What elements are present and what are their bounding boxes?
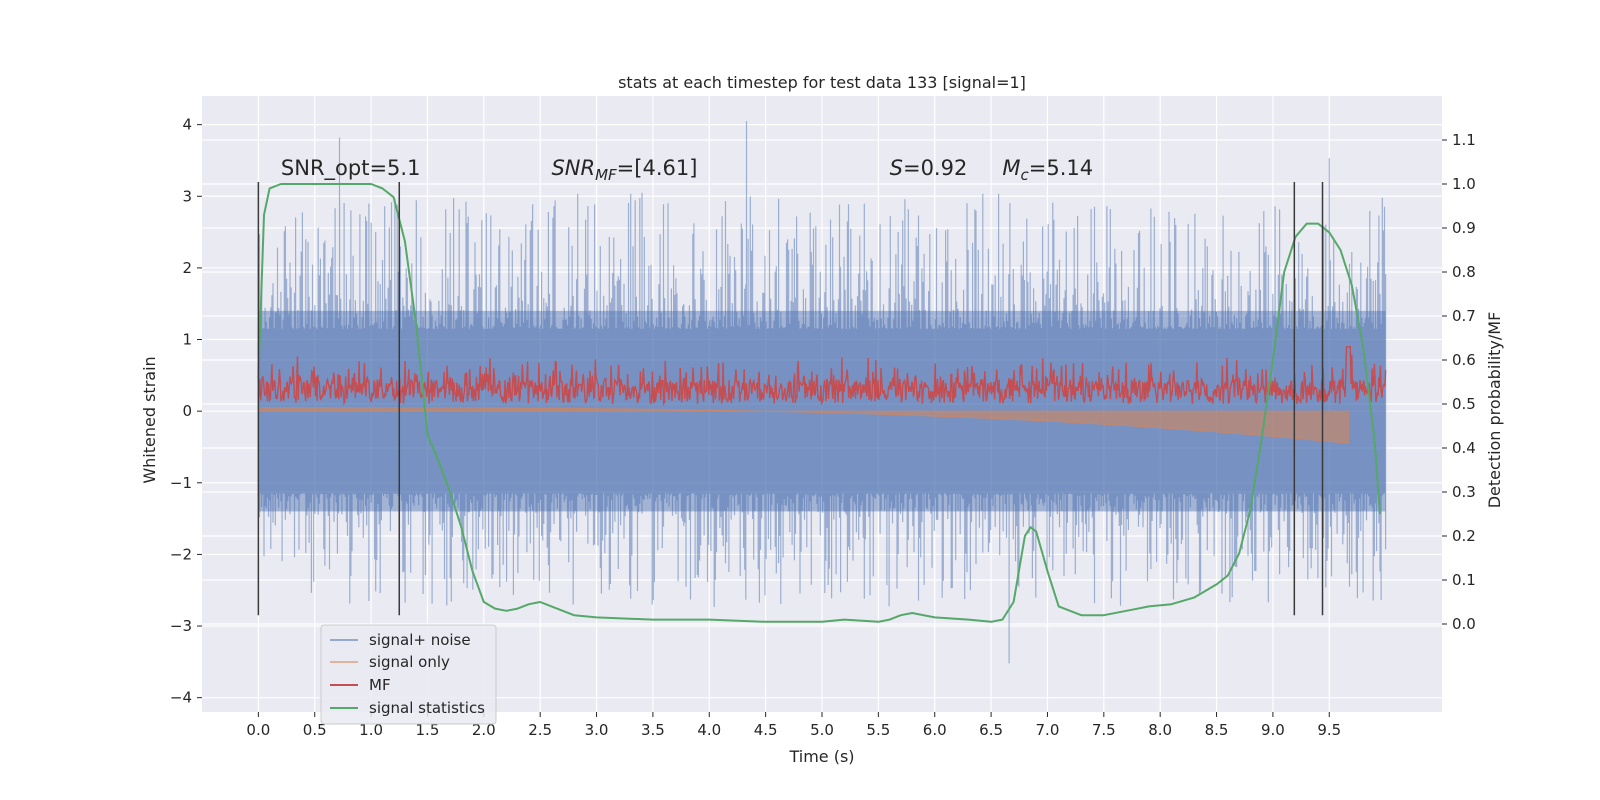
legend: signal+ noise signal only MF signal stat… — [320, 624, 497, 725]
y-tick-label-right: 0.2 — [1452, 527, 1476, 545]
y-tick-label-right: 0.6 — [1452, 351, 1476, 369]
y-tick-label-left: 1 — [182, 331, 192, 349]
x-tick-label: 4.5 — [754, 721, 778, 739]
annotation-text: M — [1002, 156, 1020, 180]
legend-box — [320, 624, 497, 725]
series-signal-only — [257, 407, 1349, 444]
annotation: SNRMF=[4.61] — [551, 156, 697, 184]
y-tick-label-left: −2 — [170, 545, 192, 563]
x-tick-label: 1.5 — [416, 721, 440, 739]
y-tick-label-right: 1.1 — [1452, 131, 1476, 149]
series-mf — [257, 346, 1387, 407]
annotation: Mc=5.14 — [1002, 156, 1093, 184]
y-tick-label-left: 2 — [182, 259, 192, 277]
chart-title: stats at each timestep for test data 133… — [618, 73, 1026, 92]
annotation-value: =[4.61] — [617, 156, 698, 180]
annotation-value: =0.92 — [903, 156, 967, 180]
y-tick-label-right: 0.5 — [1452, 395, 1476, 413]
annotation-subscript: c — [1020, 166, 1029, 184]
x-tick-label: 9.5 — [1317, 721, 1341, 739]
y-tick-label-right: 0.1 — [1452, 571, 1476, 589]
y-tick-label-left: 0 — [182, 402, 192, 420]
y-tick-label-right: 0.0 — [1452, 615, 1476, 633]
x-tick-label: 5.5 — [866, 721, 890, 739]
y-tick-label-right: 0.3 — [1452, 483, 1476, 501]
annotation-value: =5.14 — [1029, 156, 1093, 180]
annotations: SNR_opt=5.1 SNRMF=[4.61] S=0.92 Mc=5.14 — [281, 156, 1093, 184]
x-tick-label: 1.0 — [359, 721, 383, 739]
annotation-text: SNR — [551, 156, 595, 180]
legend-entry-signal-only: signal only — [369, 653, 450, 671]
series-signal-statistics — [257, 183, 1381, 623]
x-tick-label: 2.5 — [528, 721, 552, 739]
x-tick-label: 0.0 — [246, 721, 270, 739]
annotation-text: S — [890, 156, 903, 180]
x-axis-label: Time (s) — [788, 747, 854, 766]
y-tick-label-left: 3 — [182, 187, 192, 205]
x-tick-label: 3.0 — [585, 721, 609, 739]
legend-entry-signal-statistics: signal statistics — [369, 699, 485, 717]
axes: 0.0 0.5 1.0 1.5 2.0 2.5 3.0 3.5 4.0 4.5 5.0 5.5 6.0 6… — [170, 116, 1476, 739]
x-tick-label: 3.5 — [641, 721, 665, 739]
x-tick-label: 6.5 — [979, 721, 1003, 739]
y-tick-label-right: 0.4 — [1452, 439, 1476, 457]
x-tick-label: 8.5 — [1205, 721, 1229, 739]
y-tick-label-left: 4 — [182, 116, 192, 134]
x-tick-label: 7.5 — [1092, 721, 1116, 739]
y-tick-label-left: −3 — [170, 617, 192, 635]
y-tick-label-right: 0.7 — [1452, 307, 1476, 325]
y-tick-label-right: 0.8 — [1452, 263, 1476, 281]
vertical-markers — [257, 181, 1324, 616]
annotation-subscript: MF — [595, 166, 617, 184]
annotation: SNR_opt=5.1 — [281, 156, 421, 181]
y-tick-label-left: −1 — [170, 474, 192, 492]
x-tick-label: 4.0 — [697, 721, 721, 739]
x-tick-label: 7.0 — [1036, 721, 1060, 739]
x-tick-label: 5.0 — [810, 721, 834, 739]
y-tick-label-right: 0.9 — [1452, 219, 1476, 237]
x-tick-label: 2.0 — [472, 721, 496, 739]
y-tick-label-left: −4 — [170, 689, 192, 707]
legend-entry-signal-noise: signal+ noise — [369, 631, 471, 649]
y-axis-label-right: Detection probability/MF — [1485, 312, 1504, 509]
y-axis-label-left: Whitened strain — [140, 356, 159, 483]
y-tick-label-right: 1.0 — [1452, 175, 1476, 193]
x-tick-label: 9.0 — [1261, 721, 1285, 739]
annotation: S=0.92 — [890, 156, 968, 180]
x-tick-label: 0.5 — [303, 721, 327, 739]
plot-area — [257, 121, 1387, 664]
x-tick-label: 6.0 — [923, 721, 947, 739]
x-tick-label: 8.0 — [1148, 721, 1172, 739]
legend-entry-mf: MF — [369, 676, 391, 694]
annotation-text: SNR_opt=5.1 — [281, 156, 421, 181]
